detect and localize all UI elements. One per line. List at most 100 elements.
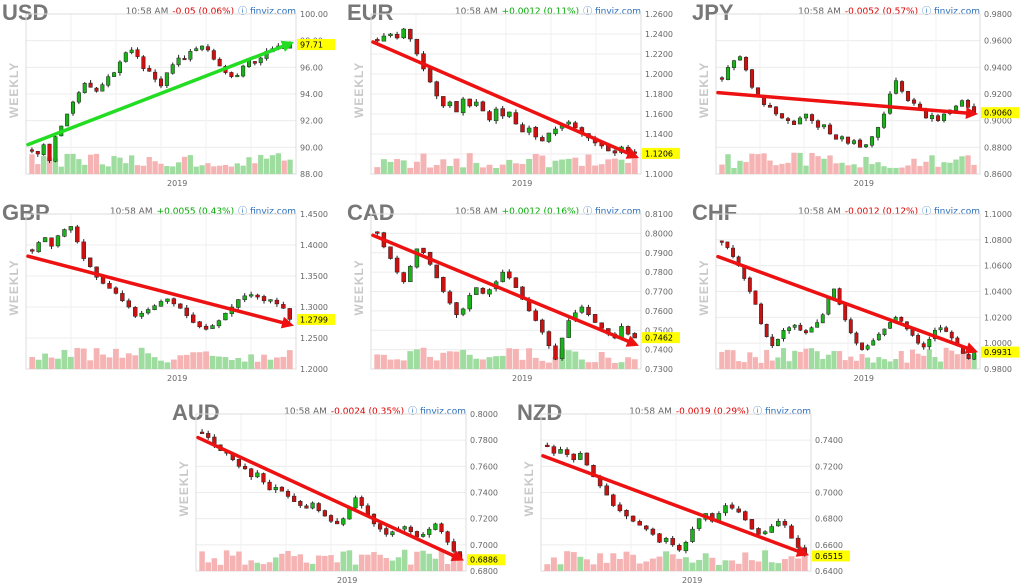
volume-bar bbox=[785, 162, 791, 174]
candle-body bbox=[773, 106, 779, 115]
volume-bar bbox=[334, 562, 340, 571]
candle-body bbox=[743, 56, 749, 71]
candle-body bbox=[421, 534, 426, 537]
source-link[interactable]: ⓘ finviz.com bbox=[922, 7, 980, 17]
volume-bar bbox=[532, 153, 539, 174]
candlestick-chart: 1.2600 1.2400 1.2200 1.2000 1.1800 1.1600 1.14… bbox=[352, 10, 680, 188]
source-link[interactable]: ⓘ finviz.com bbox=[583, 7, 641, 17]
volume-bar bbox=[870, 362, 876, 369]
volume-bar bbox=[719, 164, 725, 174]
volume-bar bbox=[611, 158, 618, 174]
candle-body bbox=[546, 331, 552, 347]
source-link[interactable]: ⓘ finviz.com bbox=[922, 207, 980, 217]
volume-bar bbox=[735, 563, 742, 571]
volume-bar bbox=[413, 349, 420, 369]
last-price-highlight bbox=[642, 147, 680, 159]
candle-body bbox=[147, 68, 152, 72]
candle-body bbox=[929, 115, 935, 119]
candle-body bbox=[953, 105, 959, 111]
candle-body bbox=[252, 61, 257, 64]
candle-body bbox=[47, 143, 52, 161]
y-tick-label: 0.6800 bbox=[815, 515, 843, 524]
volume-bar bbox=[545, 362, 552, 369]
candle-body bbox=[248, 294, 254, 297]
volume-bar bbox=[611, 362, 618, 369]
candle-body bbox=[281, 304, 286, 309]
symbol-label: USD bbox=[2, 0, 49, 25]
candlestick-chart: 1.4500 1.4000 1.3500 1.3000 1.2500 1.2000 WEEK… bbox=[7, 210, 335, 383]
y-tick-label: 1.3500 bbox=[300, 272, 328, 281]
candle-body bbox=[797, 117, 803, 125]
volume-bar bbox=[248, 560, 254, 571]
volume-bar bbox=[943, 347, 949, 369]
candle-body bbox=[865, 345, 870, 350]
volume-bar bbox=[781, 558, 788, 571]
candle-body bbox=[249, 468, 254, 478]
candle-body bbox=[211, 50, 216, 60]
volume-bar bbox=[111, 156, 117, 174]
quote-header: 10:58 AM +0.0012 (0.11%) ⓘ finviz.com bbox=[455, 4, 641, 17]
candle-body bbox=[619, 326, 624, 338]
volume-bar bbox=[117, 157, 123, 174]
volume-bar bbox=[466, 354, 473, 369]
candle-body bbox=[421, 53, 426, 70]
candle-body bbox=[268, 299, 273, 302]
y-tick-label: 1.2000 bbox=[300, 365, 328, 374]
volume-bar bbox=[954, 354, 960, 369]
volume-bar bbox=[532, 357, 539, 369]
volume-bar bbox=[592, 362, 599, 369]
trend-arrow-head bbox=[625, 335, 639, 347]
candle-body bbox=[62, 229, 67, 237]
y-tick-label: 1.1600 bbox=[645, 110, 673, 119]
source-link[interactable]: ⓘ finviz.com bbox=[583, 207, 641, 217]
volume-bar bbox=[35, 164, 41, 174]
candle-body bbox=[965, 100, 971, 108]
volume-bar bbox=[222, 164, 229, 174]
candle-body bbox=[53, 136, 58, 162]
candle-body bbox=[586, 306, 591, 315]
candle-body bbox=[135, 49, 140, 57]
plot-frame bbox=[715, 213, 981, 370]
candle-body bbox=[87, 257, 93, 267]
volume-bar bbox=[947, 162, 953, 174]
volume-bar bbox=[52, 158, 59, 174]
y-tick-label: 0.7000 bbox=[815, 489, 843, 498]
volume-bar bbox=[151, 357, 158, 369]
candle-body bbox=[604, 485, 609, 496]
source-link[interactable]: ⓘ finviz.com bbox=[238, 7, 296, 17]
volume-bar bbox=[269, 155, 276, 174]
volume-bar bbox=[328, 555, 334, 571]
candle-body bbox=[566, 320, 571, 338]
candle-body bbox=[241, 65, 246, 77]
candle-body bbox=[753, 290, 758, 305]
candle-body bbox=[30, 249, 35, 252]
candlestick-chart: 0.8100 0.8000 0.7900 0.7800 0.7700 0.7600 0.75… bbox=[352, 210, 680, 383]
candle-body bbox=[258, 57, 263, 64]
symbol-label: EUR bbox=[347, 0, 394, 25]
volume-bar bbox=[258, 154, 264, 174]
y-tick-label: 88.00 bbox=[300, 170, 323, 179]
period-label: WEEKLY bbox=[7, 259, 21, 315]
candle-body bbox=[731, 60, 737, 68]
volume-bar bbox=[177, 355, 184, 369]
candle-body bbox=[795, 537, 801, 548]
y-tick-label: 0.8100 bbox=[645, 210, 673, 219]
source-link[interactable]: ⓘ finviz.com bbox=[753, 407, 811, 417]
candle-body bbox=[112, 72, 117, 77]
source-link[interactable]: ⓘ finviz.com bbox=[238, 207, 296, 217]
volume-bar bbox=[234, 163, 240, 174]
period-label: WEEKLY bbox=[352, 259, 366, 315]
volume-bar bbox=[592, 165, 599, 174]
quote-header: 10:58 AM +0.0012 (0.16%) ⓘ finviz.com bbox=[455, 204, 641, 217]
period-label: WEEKLY bbox=[522, 460, 536, 516]
trend-arrow-head bbox=[965, 107, 978, 119]
source-link[interactable]: ⓘ finviz.com bbox=[408, 407, 466, 417]
volume-bar bbox=[473, 358, 480, 369]
plot-frame bbox=[540, 413, 812, 572]
quote-time: 10:58 AM bbox=[454, 207, 498, 217]
volume-bar bbox=[99, 164, 105, 174]
candle-body bbox=[966, 354, 971, 359]
chart-panel-chf: CHF 10:58 AM -0.0012 (0.12%) ⓘ finviz.com 1.… bbox=[690, 200, 1024, 385]
volume-bar bbox=[29, 357, 36, 369]
volume-bar bbox=[230, 555, 236, 571]
